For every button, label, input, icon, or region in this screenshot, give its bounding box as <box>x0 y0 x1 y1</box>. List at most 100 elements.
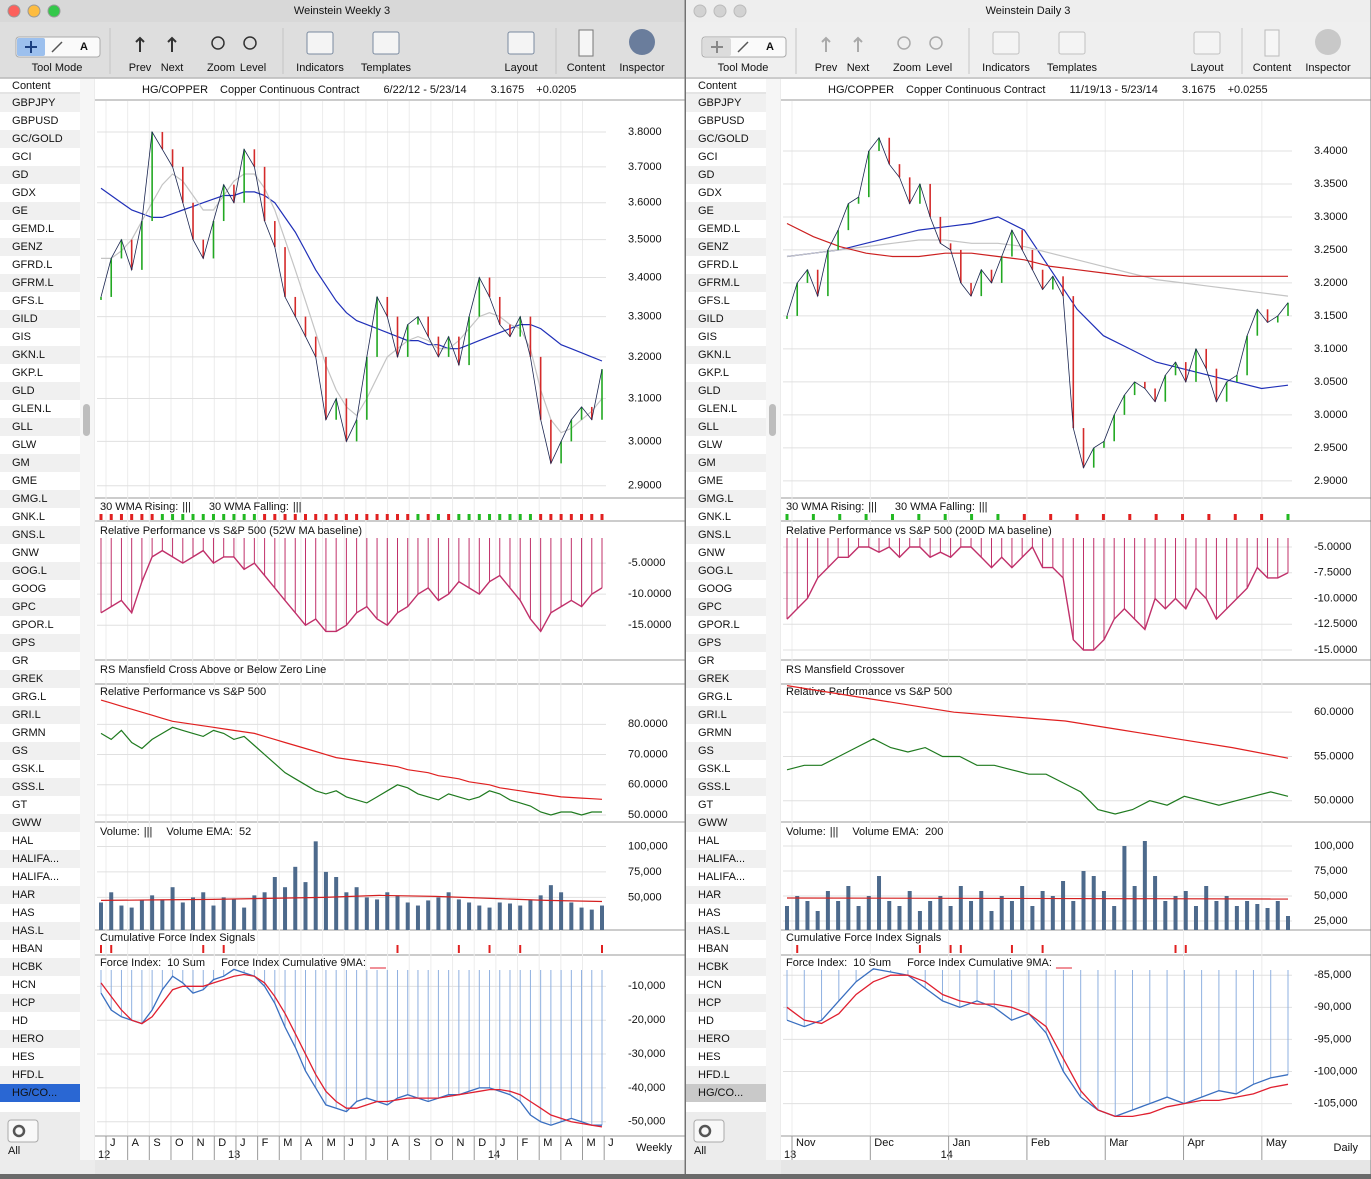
symbol-row[interactable] <box>686 868 766 886</box>
symbol-name[interactable]: GEMD.L <box>12 223 54 235</box>
symbol-name[interactable]: GNS.L <box>698 529 731 541</box>
symbol-name[interactable]: GDX <box>698 187 723 199</box>
symbol-row[interactable] <box>686 400 766 418</box>
symbol-row[interactable] <box>0 238 80 256</box>
nav-icon[interactable] <box>135 36 145 52</box>
nav-icon[interactable] <box>167 36 177 52</box>
symbol-row[interactable] <box>686 742 766 760</box>
symbol-row[interactable] <box>686 562 766 580</box>
symbol-row[interactable] <box>686 850 766 868</box>
symbol-name[interactable]: HES <box>698 1051 721 1063</box>
symbol-row[interactable] <box>686 634 766 652</box>
symbol-row[interactable] <box>0 1030 80 1048</box>
symbol-name[interactable]: GOOG <box>698 583 732 595</box>
symbol-row[interactable] <box>0 184 80 202</box>
symbol-row[interactable] <box>686 1030 766 1048</box>
symbol-row[interactable] <box>0 1084 80 1102</box>
symbol-row[interactable] <box>686 940 766 958</box>
symbol-name[interactable]: GSK.L <box>698 763 730 775</box>
symbol-row[interactable] <box>0 256 80 274</box>
symbol-name[interactable]: GKN.L <box>698 349 731 361</box>
symbol-row[interactable] <box>686 418 766 436</box>
symbol-name[interactable]: GNW <box>698 547 726 559</box>
symbol-row[interactable] <box>0 382 80 400</box>
symbol-name[interactable]: GILD <box>12 313 38 325</box>
symbol-row[interactable] <box>0 580 80 598</box>
symbol-name[interactable]: GKN.L <box>12 349 45 361</box>
symbol-name[interactable]: HALIFA... <box>698 853 745 865</box>
symbol-row[interactable] <box>686 1012 766 1030</box>
symbol-name[interactable]: GPOR.L <box>698 619 740 631</box>
symbol-row[interactable] <box>686 166 766 184</box>
symbol-row[interactable] <box>686 778 766 796</box>
symbol-row[interactable] <box>0 508 80 526</box>
symbol-name[interactable]: GPC <box>698 601 722 613</box>
symbol-name[interactable]: GOOG <box>12 583 46 595</box>
symbol-row[interactable] <box>686 1048 766 1066</box>
content-icon[interactable] <box>1264 29 1280 57</box>
symbol-name[interactable]: HAL <box>698 835 719 847</box>
symbol-row[interactable] <box>0 364 80 382</box>
symbol-name[interactable]: HES <box>12 1051 35 1063</box>
toolbar-label[interactable]: Level <box>240 62 266 74</box>
symbol-row[interactable] <box>0 688 80 706</box>
symbol-name[interactable]: GME <box>698 475 723 487</box>
symbol-name[interactable]: GRI.L <box>698 709 727 721</box>
symbol-row[interactable] <box>686 580 766 598</box>
symbol-row[interactable] <box>686 148 766 166</box>
symbol-name[interactable]: GKP.L <box>698 367 729 379</box>
symbol-row[interactable] <box>686 724 766 742</box>
symbol-row[interactable] <box>0 742 80 760</box>
symbol-name[interactable]: GM <box>12 457 30 469</box>
symbol-name[interactable]: GFS.L <box>698 295 730 307</box>
symbol-name[interactable]: HALIFA... <box>698 871 745 883</box>
symbol-row[interactable] <box>686 328 766 346</box>
symbol-name[interactable]: GSK.L <box>12 763 44 775</box>
inspector-icon[interactable] <box>1315 29 1341 55</box>
symbol-name[interactable]: GT <box>698 799 714 811</box>
symbol-name[interactable]: GLL <box>12 421 33 433</box>
window-button[interactable] <box>47 4 61 18</box>
symbol-row[interactable] <box>686 976 766 994</box>
symbol-row[interactable] <box>686 760 766 778</box>
symbol-name[interactable]: GLW <box>698 439 723 451</box>
toolbar-label[interactable]: Zoom <box>893 62 921 74</box>
symbol-name[interactable]: GOG.L <box>698 565 733 577</box>
symbol-name[interactable]: GS <box>698 745 714 757</box>
symbol-name[interactable]: GREK <box>698 673 730 685</box>
symbol-name[interactable]: GDX <box>12 187 37 199</box>
symbol-row[interactable] <box>0 994 80 1012</box>
symbol-name[interactable]: HAS.L <box>698 925 730 937</box>
symbol-row[interactable] <box>0 1048 80 1066</box>
symbol-name[interactable]: GRG.L <box>12 691 46 703</box>
toolbar-label[interactable]: Templates <box>1047 62 1098 74</box>
symbol-name[interactable]: GREK <box>12 673 44 685</box>
symbol-row[interactable] <box>686 796 766 814</box>
toolbar-label[interactable]: Zoom <box>207 62 235 74</box>
window-button[interactable] <box>713 4 727 18</box>
symbol-name[interactable]: GLL <box>698 421 719 433</box>
symbol-name[interactable]: GFRD.L <box>698 259 738 271</box>
toolbar-label[interactable]: Content <box>567 62 606 74</box>
symbol-name[interactable]: GR <box>698 655 715 667</box>
symbol-row[interactable] <box>0 544 80 562</box>
symbol-row[interactable] <box>0 490 80 508</box>
toolbar-icon[interactable] <box>372 31 400 55</box>
window-button[interactable] <box>693 4 707 18</box>
symbol-name[interactable]: GRMN <box>698 727 732 739</box>
symbol-name[interactable]: GPOR.L <box>12 619 54 631</box>
symbol-row[interactable] <box>686 364 766 382</box>
symbol-row[interactable] <box>0 814 80 832</box>
symbol-name[interactable]: GRI.L <box>12 709 41 721</box>
toolbar-label[interactable]: Content <box>1253 62 1292 74</box>
symbol-row[interactable] <box>686 184 766 202</box>
symbol-name[interactable]: HERO <box>12 1033 44 1045</box>
toolbar-label[interactable]: Prev <box>129 62 152 74</box>
symbol-row[interactable] <box>686 706 766 724</box>
symbol-row[interactable] <box>686 958 766 976</box>
tool-glyph[interactable]: A <box>80 41 88 53</box>
symbol-row[interactable] <box>0 292 80 310</box>
symbol-name[interactable]: GPC <box>12 601 36 613</box>
symbol-name[interactable]: HAS <box>12 907 35 919</box>
symbol-row[interactable] <box>686 94 766 112</box>
